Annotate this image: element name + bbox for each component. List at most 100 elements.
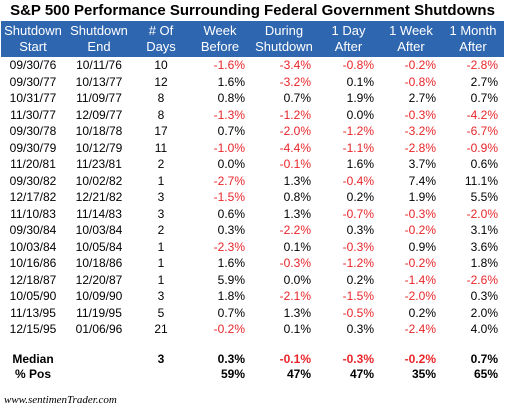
- summary-row-median: Median 3 0.3% -0.1% -0.3% -0.2% 0.7%: [1, 352, 504, 367]
- cell-1-day-after: -0.3%: [342, 239, 374, 254]
- cell-1-day-after: -1.1%: [342, 140, 374, 155]
- spacer-row: [1, 338, 504, 352]
- cell-end: 12/09/77: [75, 107, 123, 122]
- cell-during: 0.8%: [283, 190, 311, 204]
- cell-during: -4.4%: [279, 140, 311, 155]
- header-shutdown-start: Shutdown Start: [1, 21, 65, 57]
- cell-start: 10/05/90: [9, 289, 57, 303]
- cell-start: 11/20/81: [10, 157, 56, 171]
- cell-days: 3: [157, 206, 165, 221]
- cell-days: 3: [157, 289, 165, 303]
- cell-1-month-after: 5.5%: [470, 190, 498, 204]
- cell-days: 11: [154, 140, 168, 155]
- cell-1-month-after: -2.8%: [466, 58, 498, 72]
- cell-during: 0.1%: [283, 239, 311, 254]
- cell-days: 1: [157, 173, 165, 188]
- cell-1-week-after: -0.2%: [404, 256, 436, 270]
- cell-1-month-after: 11.1%: [464, 173, 498, 188]
- header-shutdown-end: Shutdown End: [65, 21, 133, 57]
- summary-cell-during: -0.1%: [279, 351, 311, 366]
- cell-start: 12/18/87: [9, 272, 57, 287]
- cell-1-day-after: -1.5%: [342, 289, 374, 303]
- cell-start: 10/31/77: [9, 91, 57, 105]
- summary-cell-1-day-after: -0.3%: [342, 351, 374, 366]
- cell-1-month-after: -6.7%: [466, 124, 498, 138]
- cell-start: 09/30/84: [9, 223, 57, 237]
- cell-end: 12/20/87: [75, 272, 123, 287]
- table-row: 09/30/77 10/13/77 12 1.6% -3.2% 0.1% -0.8% 2.7%: [1, 74, 504, 91]
- table-row: 09/30/79 10/12/79 11 -1.0% -4.4% -1.1% -2.8% -0…: [1, 140, 504, 157]
- table-row: 11/30/77 12/09/77 8 -1.3% -1.2% 0.0% -0.3% -4.2…: [1, 107, 504, 124]
- cell-end: 10/12/79: [75, 140, 123, 155]
- cell-end: 10/05/84: [75, 239, 123, 254]
- cell-week-before: -0.2%: [213, 322, 245, 336]
- cell-1-week-after: 1.9%: [408, 190, 436, 204]
- cell-1-month-after: -2.6%: [466, 272, 498, 287]
- cell-week-before: 0.6%: [217, 206, 245, 221]
- cell-week-before: 1.6%: [217, 74, 245, 89]
- cell-during: -0.1%: [279, 157, 311, 171]
- cell-1-day-after: 0.3%: [346, 223, 374, 237]
- cell-days: 10: [154, 58, 168, 72]
- cell-during: 0.0%: [283, 272, 311, 287]
- cell-week-before: 1.6%: [217, 256, 245, 270]
- cell-end: 10/03/84: [75, 223, 123, 237]
- header-1-month-after: 1 Month After: [442, 21, 504, 57]
- cell-1-month-after: 4.0%: [470, 322, 498, 336]
- header-row: Shutdown Start Shutdown End # Of Days We…: [1, 21, 504, 57]
- cell-during: 0.1%: [283, 322, 311, 336]
- table-row: 10/16/86 10/18/86 1 1.6% -0.3% -1.2% -0.2% 1.8%: [1, 255, 504, 272]
- cell-end: 10/18/86: [75, 256, 123, 270]
- cell-days: 5: [157, 305, 165, 320]
- summary-cell-1-day-after: 47%: [349, 366, 374, 381]
- cell-start: 11/10/83: [10, 206, 56, 221]
- cell-1-day-after: 0.2%: [346, 190, 374, 204]
- cell-1-week-after: -0.2%: [404, 58, 436, 72]
- table-row: 10/03/84 10/05/84 1 -2.3% 0.1% -0.3% 0.9% 3.6%: [1, 239, 504, 256]
- cell-days: 21: [154, 322, 168, 336]
- cell-1-week-after: 2.7%: [408, 91, 436, 105]
- cell-1-week-after: -0.3%: [404, 107, 436, 122]
- summary-cell-week-before: 0.3%: [217, 351, 245, 366]
- header-1-day-after: 1 Day After: [317, 21, 380, 57]
- cell-1-week-after: -2.4%: [404, 322, 436, 336]
- summary-cell-1-month-after: 65%: [473, 366, 498, 381]
- cell-1-month-after: -2.0%: [466, 206, 498, 221]
- source-footer: www.sentimenTrader.com: [4, 394, 117, 406]
- cell-1-day-after: -0.8%: [342, 58, 374, 72]
- cell-1-month-after: 3.6%: [470, 239, 498, 254]
- table-row: 11/10/83 11/14/83 3 0.6% 1.3% -0.7% -0.3% -2.0%: [1, 206, 504, 223]
- table-row: 12/17/82 12/21/82 3 -1.5% 0.8% 0.2% 1.9% 5.5%: [1, 189, 504, 206]
- cell-1-month-after: 2.0%: [470, 305, 498, 320]
- cell-1-month-after: 0.7%: [470, 91, 498, 105]
- cell-1-month-after: 2.7%: [470, 74, 498, 89]
- cell-1-week-after: 7.4%: [408, 173, 436, 188]
- summary-cell-week-before: 59%: [220, 366, 245, 381]
- cell-start: 11/30/77: [10, 107, 56, 122]
- summary-cell-1-week-after: -0.2%: [404, 351, 436, 366]
- cell-during: -1.2%: [279, 107, 311, 122]
- summary-cell-start: Median: [12, 351, 54, 366]
- cell-days: 1: [157, 256, 165, 270]
- cell-end: 10/18/78: [75, 124, 123, 138]
- cell-1-week-after: -0.2%: [404, 223, 436, 237]
- cell-1-day-after: -1.2%: [342, 124, 374, 138]
- cell-start: 10/03/84: [9, 239, 57, 254]
- cell-1-month-after: -4.2%: [466, 107, 498, 122]
- cell-1-day-after: 0.1%: [346, 74, 374, 89]
- cell-week-before: -1.0%: [213, 140, 245, 155]
- cell-1-day-after: -1.2%: [342, 256, 374, 270]
- cell-week-before: 1.8%: [217, 289, 245, 303]
- cell-1-week-after: -0.3%: [404, 206, 436, 221]
- cell-start: 12/15/95: [9, 322, 57, 336]
- cell-days: 2: [157, 223, 165, 237]
- header-days: # Of Days: [133, 21, 189, 57]
- cell-during: -3.4%: [279, 58, 311, 72]
- cell-end: 10/11/76: [76, 58, 122, 72]
- cell-days: 1: [157, 272, 165, 287]
- cell-end: 10/13/77: [75, 74, 123, 89]
- cell-1-week-after: -0.8%: [404, 74, 436, 89]
- summary-cell-days: 3: [157, 351, 165, 366]
- cell-1-week-after: 0.2%: [408, 305, 436, 320]
- chart-title: S&P 500 Performance Surrounding Federal …: [10, 2, 495, 19]
